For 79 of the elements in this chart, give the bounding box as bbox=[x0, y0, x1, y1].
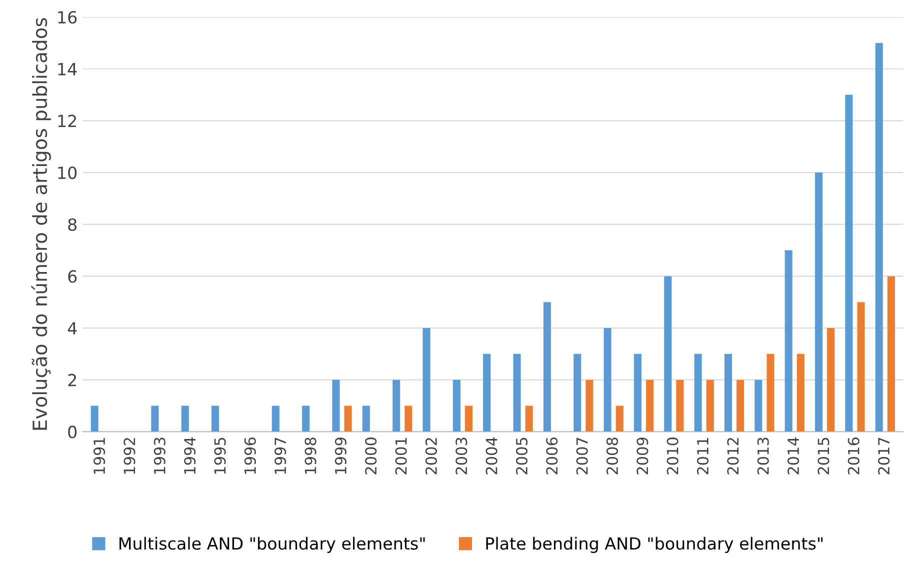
bar bbox=[676, 380, 684, 432]
bar bbox=[272, 406, 280, 432]
y-tick-label: 2 bbox=[68, 374, 76, 386]
y-tick-label: 14 bbox=[58, 63, 77, 76]
bar bbox=[814, 172, 823, 432]
x-tick-label: 2009 bbox=[636, 438, 648, 474]
y-tick-label: 10 bbox=[58, 166, 77, 180]
bar bbox=[887, 276, 895, 432]
bar bbox=[784, 250, 792, 432]
bar bbox=[151, 406, 159, 432]
x-tick-label: 2002 bbox=[425, 438, 437, 474]
x-tick-label: 2007 bbox=[576, 438, 588, 474]
bar bbox=[452, 380, 460, 432]
y-tick-label: 12 bbox=[58, 114, 76, 128]
bar bbox=[483, 354, 491, 432]
x-tick-label: 1995 bbox=[214, 438, 226, 474]
bar bbox=[464, 406, 473, 432]
bar bbox=[766, 354, 774, 432]
bar bbox=[586, 380, 594, 432]
bar bbox=[664, 276, 672, 432]
bar bbox=[754, 380, 762, 432]
x-tick-label: 2013 bbox=[757, 438, 769, 474]
bar bbox=[706, 380, 714, 432]
x-tick-label: 2015 bbox=[818, 438, 830, 474]
x-tick-label: 1999 bbox=[334, 438, 346, 474]
bar bbox=[332, 380, 340, 432]
bar bbox=[392, 380, 400, 432]
bar bbox=[404, 406, 412, 432]
x-tick-label: 2014 bbox=[788, 437, 800, 474]
x-tick-label: 2003 bbox=[456, 438, 468, 474]
x-tick-label: 2016 bbox=[848, 438, 860, 474]
bar bbox=[616, 406, 624, 432]
bar bbox=[736, 380, 744, 432]
bar bbox=[302, 406, 310, 432]
y-tick-label: 16 bbox=[58, 11, 77, 24]
legend-label: Plate bending AND "boundary elements" bbox=[486, 536, 823, 553]
x-tick-label: 2000 bbox=[365, 438, 377, 474]
bar bbox=[422, 328, 430, 432]
x-tick-label: 2006 bbox=[546, 438, 558, 474]
x-tick-label: 2010 bbox=[666, 438, 678, 474]
y-tick-label: 4 bbox=[68, 322, 77, 334]
x-tick-label: 1992 bbox=[124, 438, 136, 474]
x-tick-label: 2004 bbox=[486, 437, 498, 474]
x-tick-label: 2008 bbox=[606, 438, 618, 474]
x-tick-label: 1994 bbox=[184, 437, 196, 474]
bar bbox=[181, 406, 189, 432]
bar bbox=[694, 354, 702, 432]
x-tick-label: 1997 bbox=[274, 438, 286, 474]
x-tick-label: 1991 bbox=[94, 438, 106, 474]
bar bbox=[212, 406, 220, 432]
bar bbox=[543, 302, 551, 432]
x-tick-label: 2017 bbox=[878, 438, 890, 474]
bar bbox=[525, 406, 533, 432]
bar bbox=[646, 380, 654, 432]
x-tick-label: 2005 bbox=[516, 438, 528, 474]
bar bbox=[604, 328, 612, 432]
bar bbox=[90, 406, 98, 432]
x-tick-label: 1993 bbox=[154, 438, 166, 474]
x-tick-label: 2001 bbox=[395, 438, 407, 474]
bar bbox=[845, 94, 853, 432]
bar bbox=[827, 328, 835, 432]
bar bbox=[875, 42, 883, 432]
bar bbox=[574, 354, 582, 432]
x-tick-label: 2011 bbox=[696, 438, 709, 474]
x-tick-label: 1998 bbox=[304, 438, 316, 474]
bar bbox=[634, 354, 642, 432]
bar bbox=[796, 354, 804, 432]
bar bbox=[362, 406, 370, 432]
bar bbox=[344, 406, 352, 432]
x-tick-label: 2012 bbox=[727, 438, 739, 474]
x-tick-label: 1996 bbox=[244, 438, 256, 474]
y-axis-title: Evolução do número de artigos publicados bbox=[31, 18, 51, 430]
y-tick-label: 0 bbox=[68, 426, 77, 438]
y-tick-label: 6 bbox=[68, 270, 77, 283]
y-tick-label: 8 bbox=[68, 218, 77, 231]
bar bbox=[513, 354, 521, 432]
legend-label: Multiscale AND "boundary elements" bbox=[120, 536, 425, 553]
bar bbox=[724, 354, 732, 432]
bar bbox=[857, 302, 865, 432]
